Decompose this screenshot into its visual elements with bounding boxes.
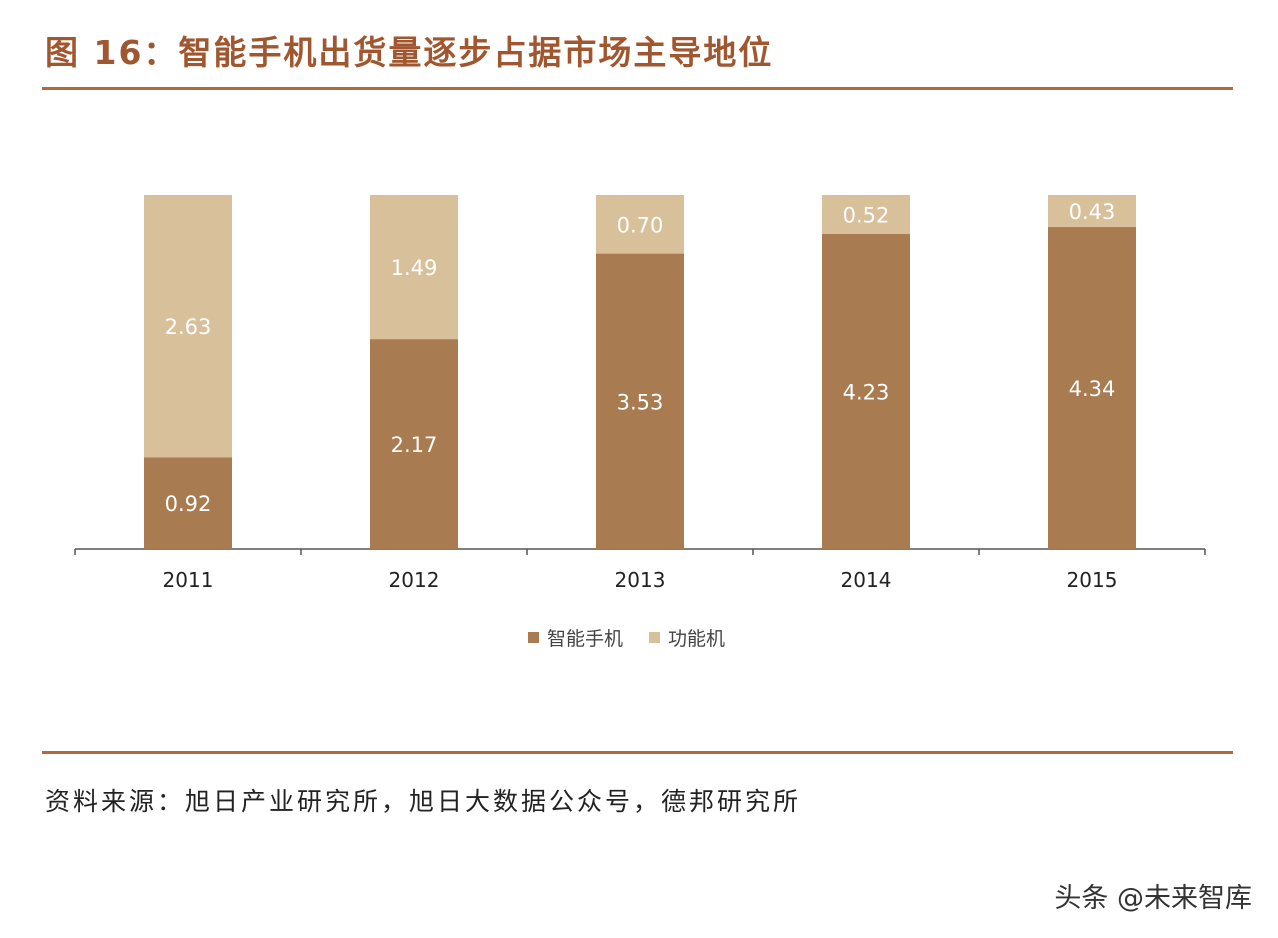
data-label: 0.70 [617, 213, 664, 237]
watermark: 头条 @未来智库 [1054, 883, 1252, 914]
data-label: 0.92 [165, 492, 212, 516]
legend-item-smartphone: 智能手机 [528, 624, 623, 651]
stacked-bar-chart: 0.92 2.63 2011 2.17 1.49 2012 3.53 0.70 2013 4.23… [74, 195, 1206, 592]
data-label: 2.63 [165, 315, 212, 339]
data-label: 0.43 [1069, 200, 1116, 224]
legend-label-feature-phone: 功能机 [668, 628, 726, 650]
x-tick-label: 2012 [389, 568, 440, 592]
x-tick-label: 2015 [1067, 568, 1118, 592]
bar-segment-feature-phone [822, 195, 910, 234]
bar-segment-smartphone [596, 253, 684, 550]
legend: 智能手机 功能机 [528, 624, 725, 651]
source-note: 资料来源：旭日产业研究所，旭日大数据公众号，德邦研究所 [45, 787, 802, 816]
data-label: 3.53 [617, 390, 664, 414]
data-label: 1.49 [391, 256, 438, 280]
bar-segment-feature-phone [596, 195, 684, 254]
data-label: 0.52 [843, 203, 890, 227]
bar-segment-smartphone [822, 233, 910, 550]
legend-item-feature-phone: 功能机 [649, 624, 725, 651]
bottom-rule [42, 751, 1233, 754]
legend-label-smartphone: 智能手机 [547, 628, 624, 650]
x-tick-label: 2014 [841, 568, 892, 592]
bar-segment-smartphone [144, 457, 232, 549]
bar-segment-feature-phone [144, 195, 232, 458]
x-tick-label: 2013 [615, 568, 666, 592]
data-label: 2.17 [391, 433, 438, 457]
x-tick-label: 2011 [163, 568, 214, 592]
data-label: 4.23 [843, 380, 890, 404]
legend-swatch-smartphone [528, 632, 539, 643]
bar-segment-smartphone [370, 339, 458, 549]
bar-segment-feature-phone [370, 195, 458, 340]
bar-segment-smartphone [1048, 226, 1136, 549]
data-label: 4.34 [1069, 377, 1116, 401]
top-rule [42, 87, 1233, 90]
legend-swatch-feature-phone [649, 632, 661, 643]
bar-segment-feature-phone [1048, 195, 1136, 227]
figure-title: 图 16：智能手机出货量逐步占据市场主导地位 [45, 33, 774, 72]
